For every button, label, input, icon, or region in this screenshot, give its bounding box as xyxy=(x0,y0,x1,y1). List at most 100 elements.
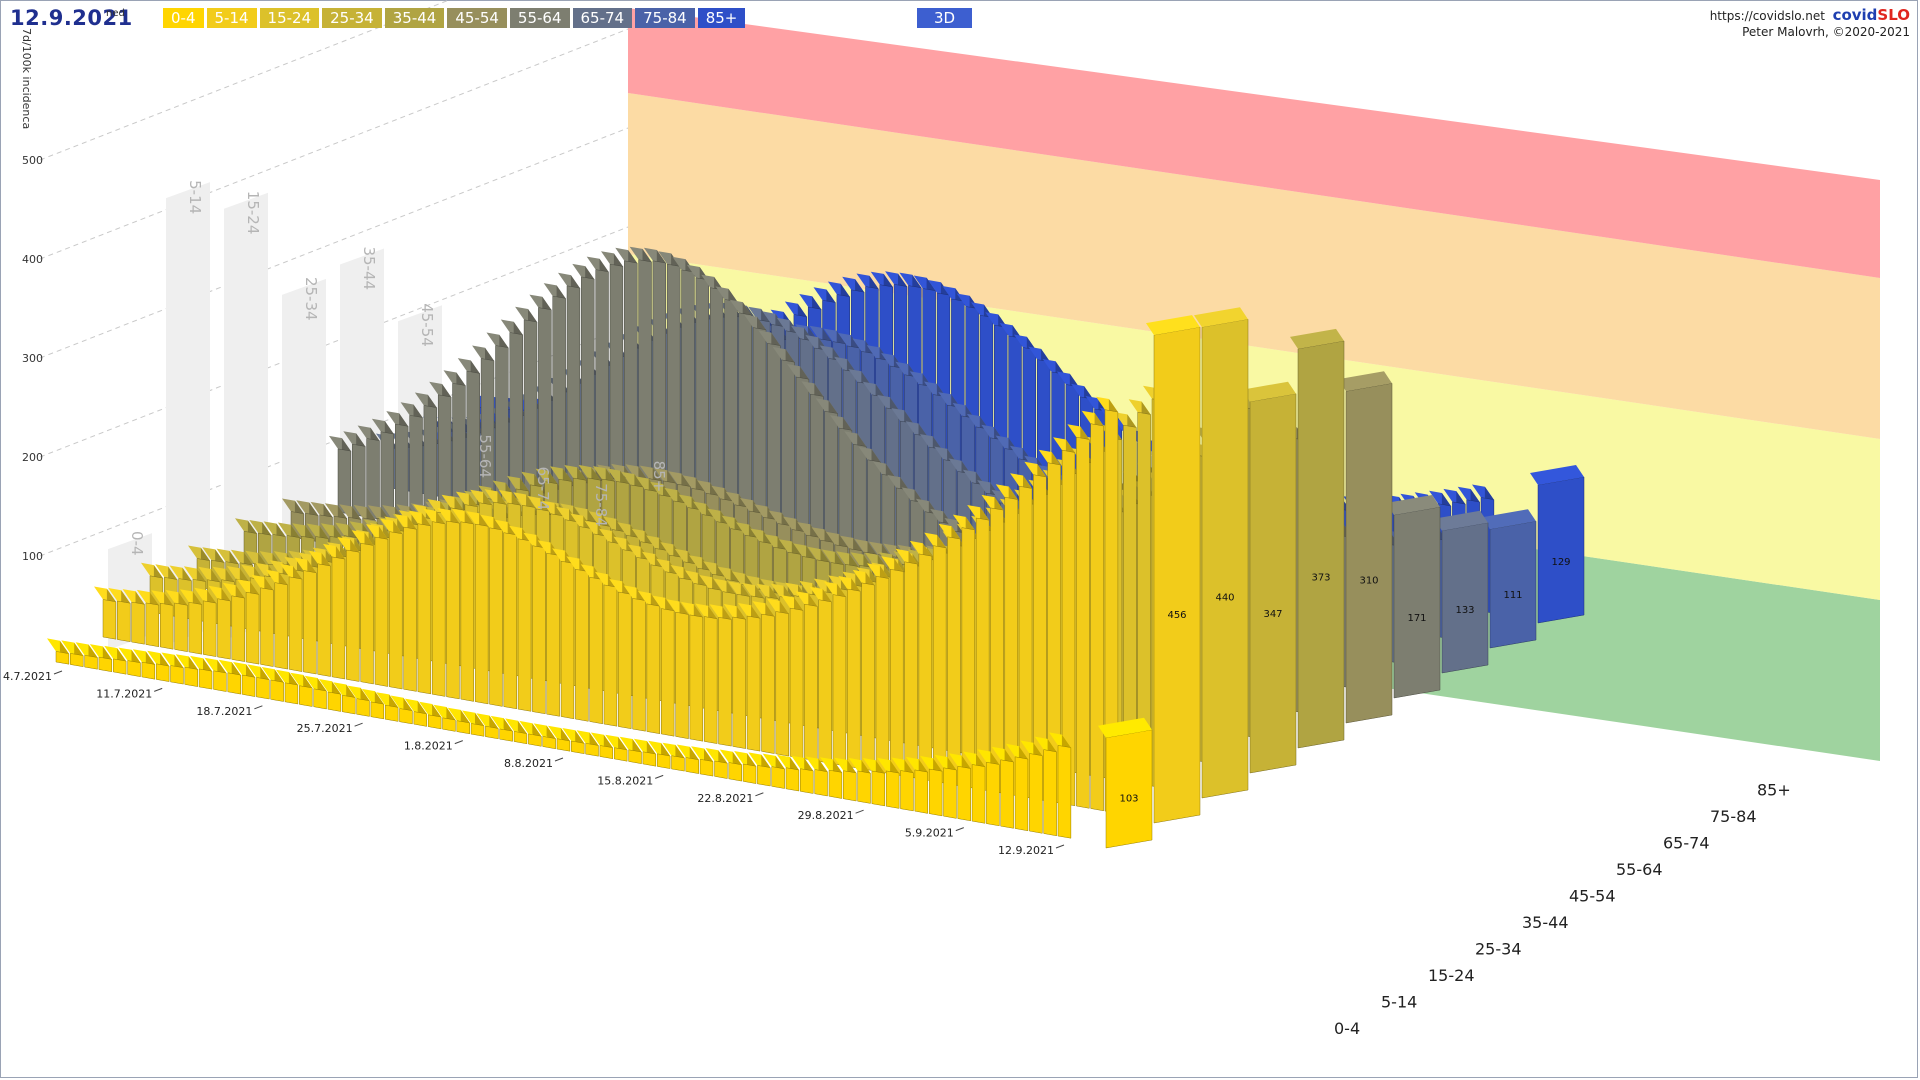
bar-5-14-19 xyxy=(366,524,389,687)
bar-0-4-11 xyxy=(204,657,227,692)
bar-front xyxy=(656,753,671,769)
legend-item-35-44[interactable]: 35-44 xyxy=(384,8,445,28)
legend-item-45-54[interactable]: 45-54 xyxy=(447,8,507,28)
bar-0-4-7 xyxy=(147,650,170,682)
bar-5-14-40 xyxy=(666,599,689,739)
bar-front xyxy=(313,688,327,710)
bar-front xyxy=(1090,423,1104,812)
bar-5-14-5 xyxy=(165,590,188,652)
legend-item-25-34[interactable]: 25-34 xyxy=(322,8,382,28)
bar-0-4-33 xyxy=(519,720,542,747)
bar-front xyxy=(861,582,875,772)
bar-front xyxy=(757,765,771,787)
back-bar-label: 15-24 xyxy=(244,191,262,235)
bar-front xyxy=(814,769,828,797)
bar-front xyxy=(585,743,599,757)
latest-bar-front xyxy=(1345,383,1393,724)
bar-0-4-39 xyxy=(605,734,628,762)
bar-front xyxy=(303,570,317,675)
bar-5-14-29 xyxy=(509,525,532,712)
grid-line xyxy=(39,0,451,161)
bar-front xyxy=(352,443,366,517)
back-bar-label: 75-84 xyxy=(592,483,610,527)
bar-0-4-10 xyxy=(190,655,213,690)
bar-55-64-3 xyxy=(371,418,395,522)
grid-line xyxy=(39,226,629,458)
bar-front xyxy=(84,655,98,670)
source-url[interactable]: https://covidslo.net xyxy=(1709,9,1825,23)
bar-5-14-35 xyxy=(595,571,618,727)
bar-0-4-41 xyxy=(633,738,657,767)
back-bar-label: 5-14 xyxy=(186,180,204,214)
legend-item-65-74[interactable]: 65-74 xyxy=(572,8,633,28)
latest-value-label: 373 xyxy=(1311,572,1330,583)
bar-0-4-0 xyxy=(47,638,70,665)
bar-0-4-56 xyxy=(848,757,871,804)
bar-front xyxy=(742,763,757,784)
bar-5-14-18 xyxy=(351,530,374,685)
bar-0-4-27 xyxy=(433,704,456,732)
bar-5-14-55 xyxy=(881,556,904,777)
bar-front xyxy=(113,658,127,675)
bar-front xyxy=(270,679,284,702)
latest-bar-front xyxy=(1393,506,1441,699)
legend-item-15-24[interactable]: 15-24 xyxy=(259,8,320,28)
bar-front xyxy=(356,698,370,717)
bar-5-14-25 xyxy=(451,508,474,702)
x-tick-label: 29.8.2021 xyxy=(798,809,854,822)
bar-5-14-33 xyxy=(566,556,589,722)
bar-front xyxy=(370,701,385,720)
latest-value-label: 129 xyxy=(1551,557,1570,568)
bar-front xyxy=(374,536,389,687)
x-tick xyxy=(454,740,463,745)
bar-0-4-19 xyxy=(319,679,342,712)
bar-front xyxy=(1043,749,1057,837)
back-bar-label: 45-54 xyxy=(418,303,436,347)
legend-item-5-14[interactable]: 5-14 xyxy=(206,8,257,28)
bar-front xyxy=(890,569,904,777)
bar-5-14-0 xyxy=(94,586,117,640)
bar-0-4-51 xyxy=(777,754,800,792)
group-axis-label: 45-54 xyxy=(1569,887,1616,906)
bar-front xyxy=(775,611,789,757)
bar-front xyxy=(957,766,971,822)
legend-item-75-84[interactable]: 75-84 xyxy=(635,8,695,28)
mode-3d-button[interactable]: 3D xyxy=(917,8,972,28)
bars-3d xyxy=(47,246,1585,849)
x-tick-label: 4.7.2021 xyxy=(3,670,52,683)
bar-front xyxy=(1029,753,1043,834)
source-info: https://covidslo.net covidSLO Peter Malo… xyxy=(1710,6,1910,39)
bar-0-4-21 xyxy=(347,685,370,717)
legend-item-55-64[interactable]: 55-64 xyxy=(509,8,570,28)
page-title-date: 12.9.2021 xyxy=(10,6,133,30)
bar-5-14-24 xyxy=(437,508,460,700)
bar-front xyxy=(961,527,975,789)
legend-item-0-4[interactable]: 0-4 xyxy=(163,8,204,28)
latest-bar-top xyxy=(1530,465,1584,485)
bar-front xyxy=(513,731,528,745)
bar-55-64-0 xyxy=(329,435,352,515)
latest-bar-top xyxy=(1482,509,1536,530)
bar-0-4-61 xyxy=(920,756,943,817)
bar-front xyxy=(288,576,303,672)
bar-front xyxy=(642,751,657,767)
bar-front xyxy=(904,561,918,779)
bar-front xyxy=(431,521,446,697)
bar-front xyxy=(331,556,346,680)
legend-item-85plus[interactable]: 85+ xyxy=(697,8,746,28)
bar-front xyxy=(528,733,542,747)
bar-front xyxy=(384,704,399,722)
bar-front xyxy=(485,725,499,740)
bar-0-4-25 xyxy=(404,698,427,727)
bar-0-4-50 xyxy=(762,753,785,789)
bar-front xyxy=(70,653,84,667)
bar-front xyxy=(571,740,585,754)
bar-front xyxy=(55,651,70,665)
bar-front xyxy=(689,614,704,742)
latest-bar-55-64 xyxy=(1386,495,1441,699)
bar-0-4-42 xyxy=(648,740,671,769)
bar-5-14-57 xyxy=(909,540,933,782)
bar-0-4-47 xyxy=(719,749,742,782)
bar-5-14-7 xyxy=(194,587,217,657)
